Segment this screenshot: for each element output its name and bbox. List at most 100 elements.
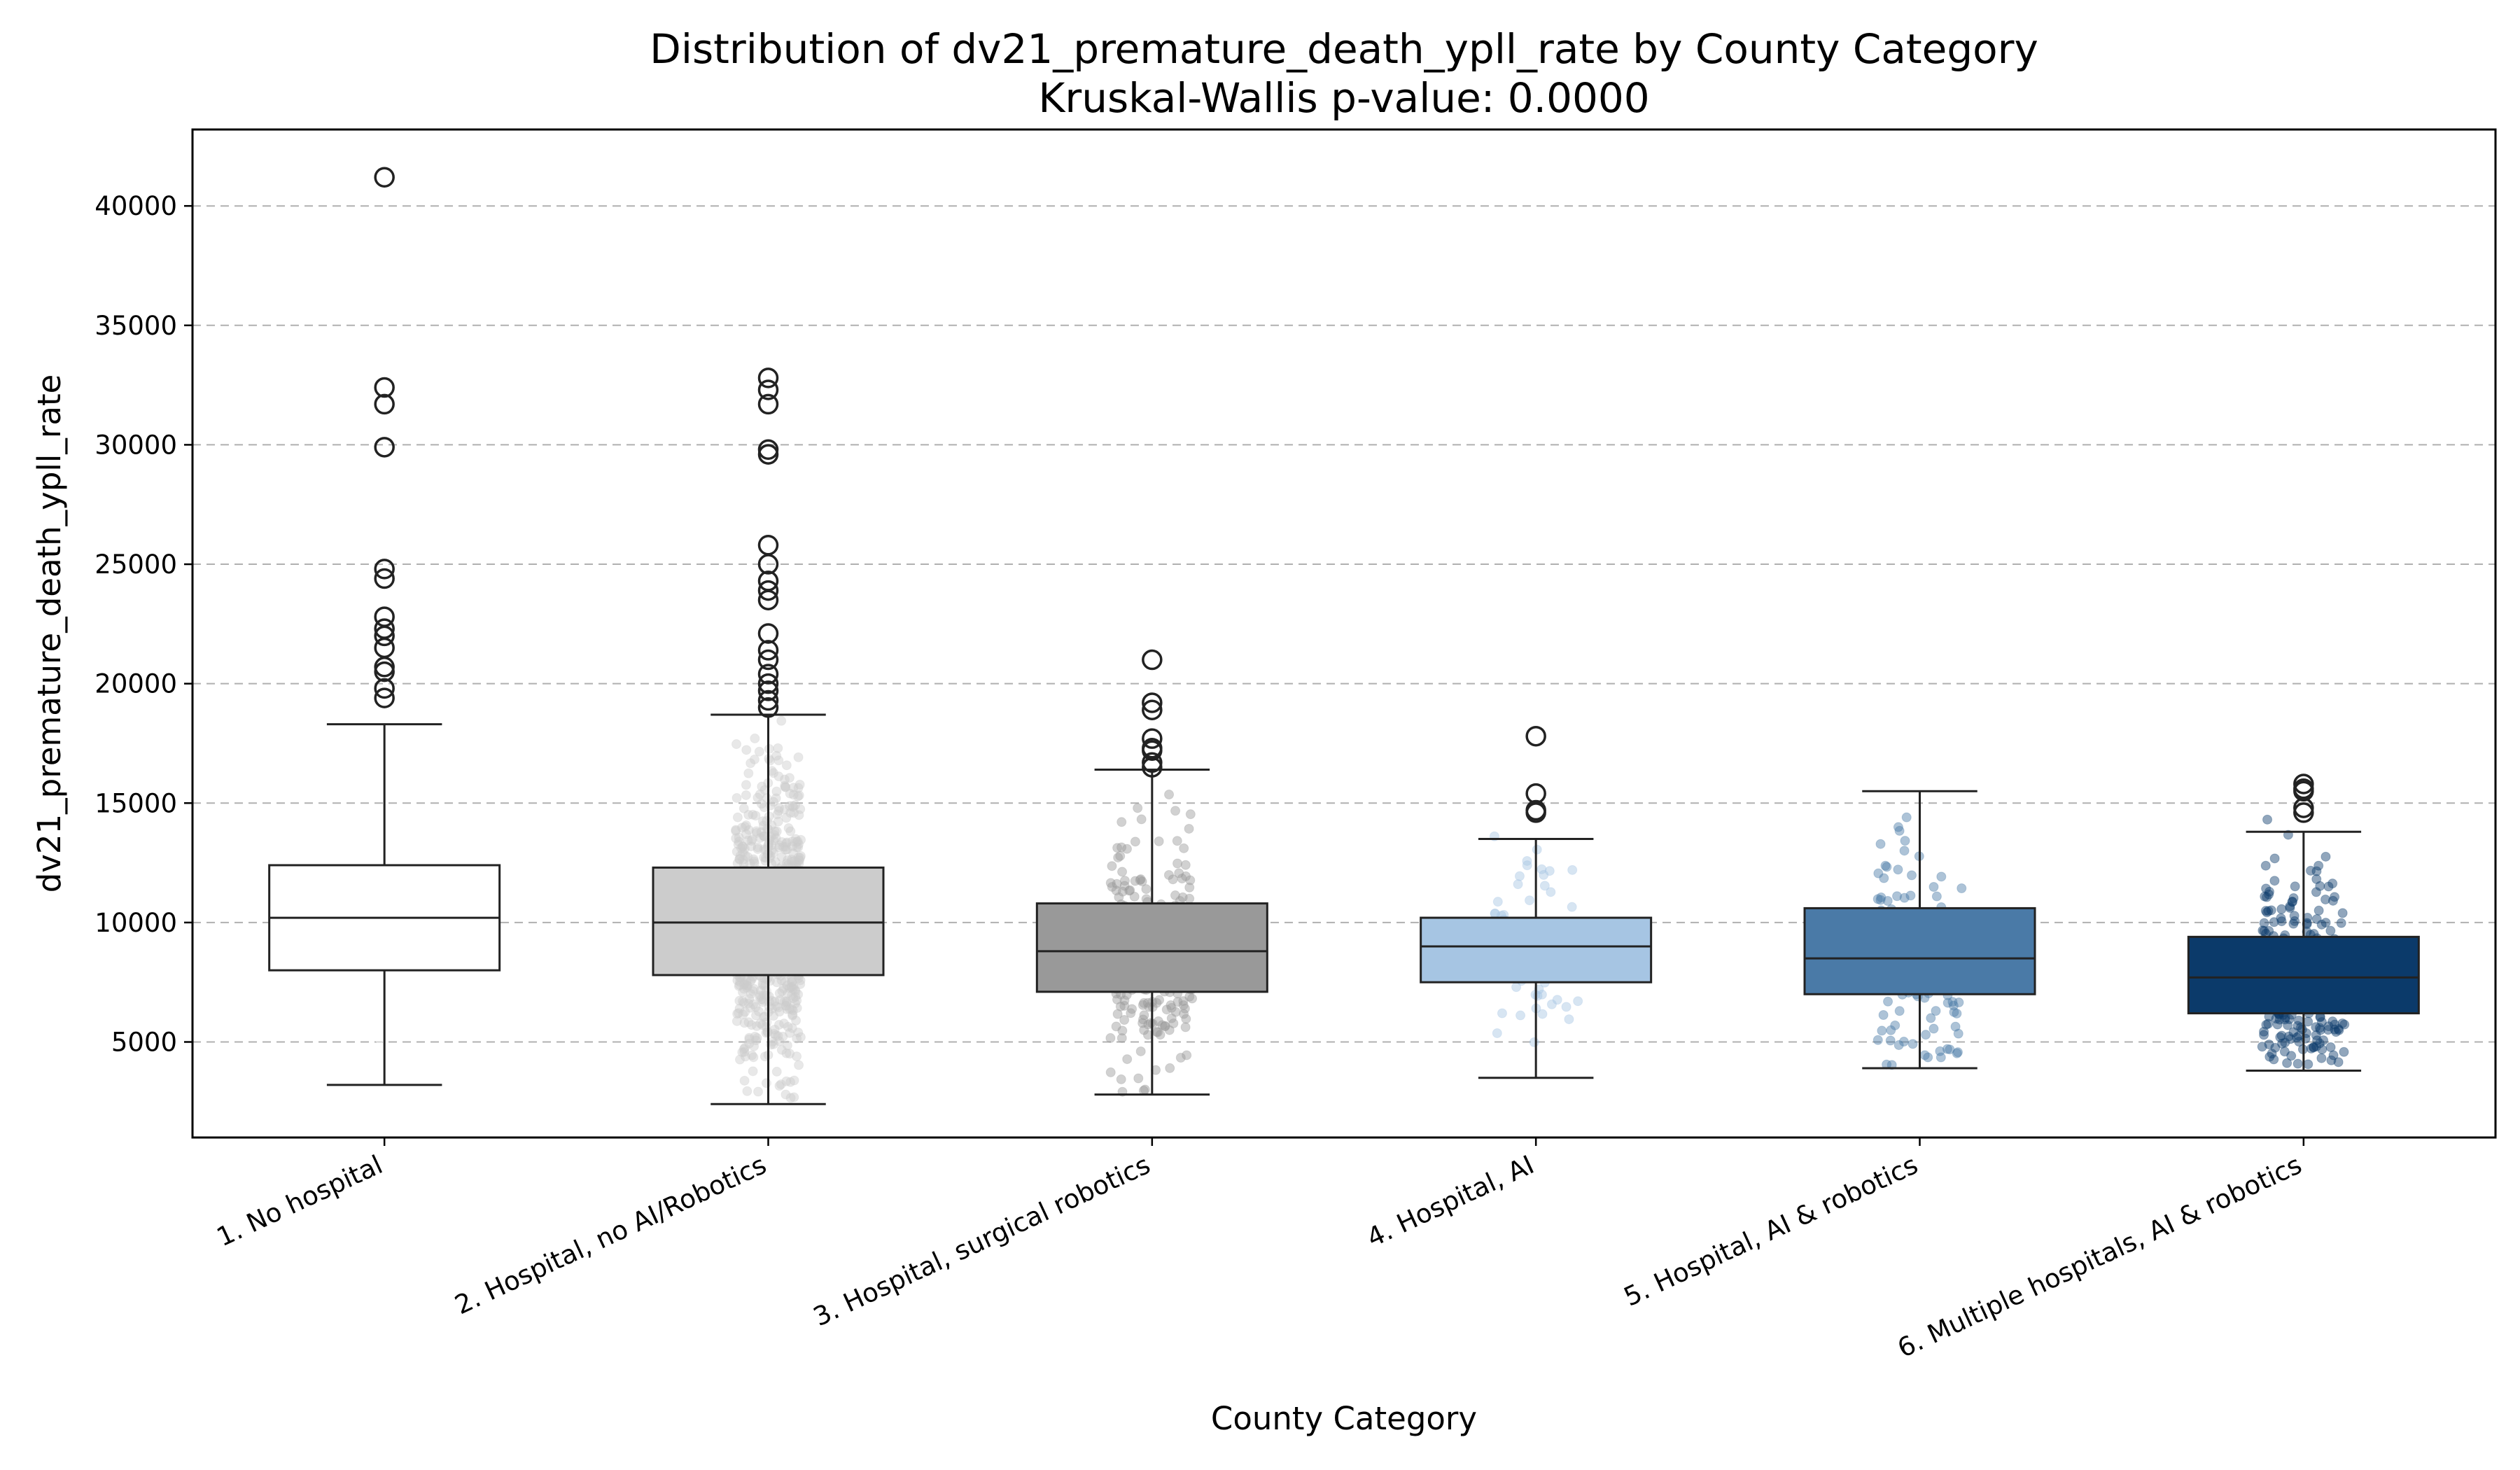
strip-point: [2318, 1035, 2329, 1046]
strip-point: [734, 836, 744, 847]
strip-point: [1899, 892, 1910, 903]
strip-point: [742, 982, 752, 993]
strip-point: [2264, 1051, 2275, 1062]
strip-point: [2333, 1023, 2344, 1034]
strip-point: [741, 790, 751, 800]
strip-point: [774, 771, 784, 782]
strip-point: [781, 1048, 792, 1058]
strip-point: [2337, 908, 2348, 918]
strip-point: [752, 1021, 762, 1031]
strip-point: [2261, 883, 2272, 894]
strip-point: [748, 1052, 759, 1063]
strip-point: [2263, 906, 2274, 916]
strip-point: [1532, 844, 1542, 855]
strip-point: [775, 995, 785, 1005]
strip-point: [771, 1030, 781, 1040]
outlier-point: [374, 625, 395, 647]
strip-point: [734, 995, 745, 1006]
strip-point: [1952, 1048, 1962, 1058]
strip-point: [1107, 861, 1117, 872]
strip-point: [780, 841, 791, 852]
strip-point: [751, 827, 762, 838]
outlier-point: [2293, 780, 2314, 802]
strip-point: [792, 1003, 802, 1014]
outlier-point: [1142, 740, 1163, 761]
strip-point: [2287, 897, 2297, 907]
strip-point: [2334, 1025, 2344, 1035]
strip-point: [790, 800, 801, 811]
y-axis-label: dv21_premature_death_ypll_rate: [31, 374, 68, 893]
strip-point: [2311, 1022, 2321, 1032]
strip-point: [740, 1051, 750, 1062]
strip-point: [1875, 839, 1886, 849]
strip-point: [735, 976, 746, 987]
strip-point: [2302, 918, 2312, 928]
strip-point: [2285, 901, 2295, 911]
y-tick-label: 25000: [94, 550, 177, 580]
strip-point: [1536, 864, 1547, 874]
strip-point: [1152, 1027, 1163, 1037]
strip-point: [1936, 872, 1947, 882]
strip-point: [2311, 1030, 2321, 1040]
strip-point: [1105, 1067, 1116, 1077]
strip-point: [1893, 1040, 1904, 1050]
strip-point: [732, 739, 742, 750]
strip-point: [1135, 875, 1145, 886]
strip-point: [368, 823, 379, 834]
strip-point: [1105, 878, 1116, 888]
boxes: [268, 713, 2420, 1105]
strip-point: [2290, 916, 2300, 926]
strip-point: [2269, 853, 2280, 864]
strip-point: [1525, 895, 1535, 906]
strip-point: [737, 987, 748, 997]
strip-point: [2269, 917, 2279, 927]
strip-point: [771, 750, 782, 761]
strip-point: [789, 855, 799, 866]
strip-point: [732, 812, 743, 822]
strip-point: [2311, 1041, 2322, 1051]
outlier-point: [757, 554, 779, 575]
strip-point: [756, 827, 766, 837]
strip-point: [1561, 1002, 1572, 1012]
strip-point: [750, 1002, 761, 1012]
strip-point: [1129, 891, 1140, 902]
strip-point: [741, 745, 752, 755]
strip-point: [789, 808, 799, 818]
strip-point: [1921, 1030, 1931, 1040]
strip-point: [792, 995, 802, 1006]
strip-point: [391, 829, 401, 839]
strip-point: [743, 998, 754, 1009]
box-iqr: [2187, 935, 2420, 1015]
strip-point: [757, 979, 768, 989]
strip-point: [2289, 911, 2300, 921]
strip-point: [1177, 874, 1187, 884]
outlier-point: [1142, 699, 1163, 720]
strip-point: [790, 985, 800, 995]
outlier-point: [374, 393, 395, 415]
strip-point: [2264, 889, 2274, 899]
strip-point: [1906, 870, 1917, 881]
strip-point: [791, 1015, 802, 1026]
strip-point: [774, 1036, 785, 1046]
outlier-point: [757, 534, 779, 556]
strip-point: [1928, 881, 1939, 892]
strip-point: [2336, 918, 2346, 928]
strip-point: [2266, 905, 2276, 916]
strip-point: [2294, 1037, 2304, 1047]
strip-point: [753, 1086, 764, 1097]
strip-point: [2330, 1019, 2340, 1030]
strip-point: [1119, 881, 1130, 891]
strip-point: [1181, 1014, 1191, 1024]
strip-point: [1113, 853, 1124, 863]
outlier-point: [1525, 725, 1546, 747]
strip-point: [2260, 860, 2271, 871]
strip-point: [1175, 1053, 1186, 1063]
strip-point: [1945, 1044, 1955, 1055]
strip-point: [2276, 904, 2287, 914]
outlier-point: [1142, 728, 1163, 749]
strip-point: [1942, 1044, 1952, 1054]
strip-point: [1112, 1009, 1123, 1019]
strip-point: [766, 995, 777, 1006]
strip-point: [785, 1093, 796, 1103]
strip-point: [738, 855, 748, 865]
